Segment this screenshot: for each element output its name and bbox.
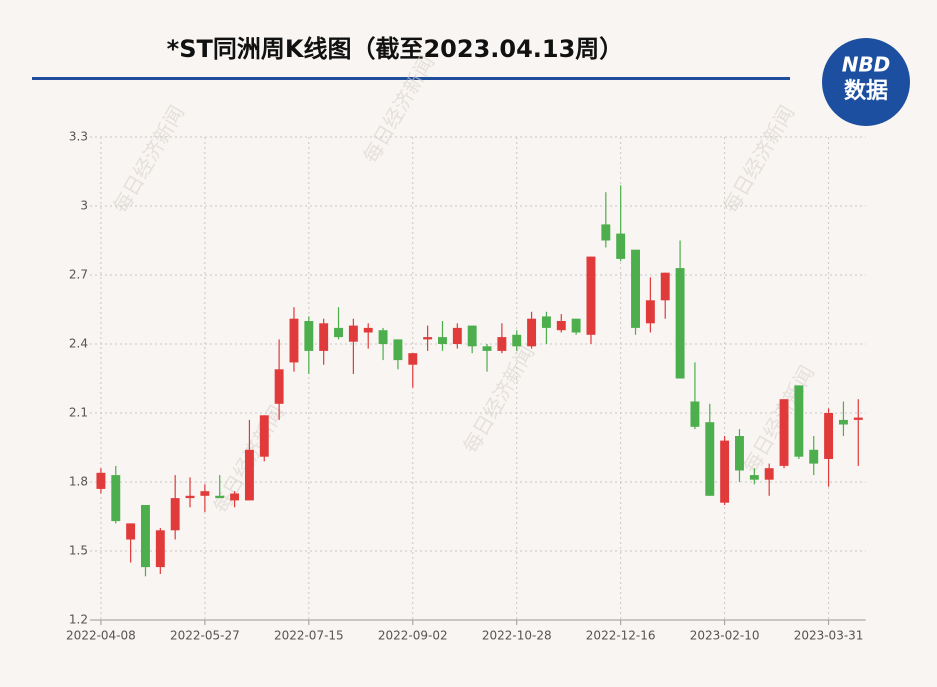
watermark: 每日经济新闻 [358,51,439,167]
candle-body [675,268,685,379]
x-tick-label: 2022-10-28 [482,629,552,643]
candle-body [809,449,819,464]
candle-body [497,337,507,351]
candle-body [363,327,373,333]
candle-body [126,523,136,540]
watermark: 每日经济新闻 [738,361,819,477]
watermark: 每日经济新闻 [458,341,539,457]
logo-text: 数据 [844,78,888,104]
candle-body [141,505,150,568]
y-tick-label: 1.2 [69,613,88,627]
candle-body [631,249,640,328]
candle-body [482,346,492,351]
x-tick-label: 2022-12-16 [586,629,656,643]
candle-body [319,323,329,351]
candle-body [438,337,447,344]
candle-body [200,491,210,496]
watermark: 每日经济新闻 [108,101,189,217]
candle-body [230,493,240,501]
candle-body [423,337,433,340]
candle-body [512,334,522,347]
candle-body [393,339,403,361]
candle-body [289,318,299,363]
candle-body [660,272,670,301]
candle-body [601,224,611,241]
x-tick-label: 2022-04-08 [66,629,136,643]
y-tick-label: 2.4 [69,337,88,351]
candle-body [170,498,180,531]
candle-body [111,475,121,522]
y-tick-label: 3.3 [69,130,88,144]
candle-body [215,495,225,499]
candle-body [244,449,254,501]
logo-badge [822,38,910,126]
candle-body [645,300,655,324]
candle-body [304,321,314,351]
candle-body [334,327,343,338]
logo-text: NBD [842,53,891,77]
candle-body [838,419,848,425]
candle-body [705,422,715,496]
candle-body [274,369,284,404]
candle-body [452,327,462,344]
y-tick-label: 1.5 [69,544,88,558]
candle-body [185,495,195,499]
candle-body [779,399,789,466]
watermark: 每日经济新闻 [718,101,799,217]
x-tick-label: 2023-02-10 [690,629,760,643]
x-tick-label: 2022-05-27 [170,629,240,643]
candle-body [155,530,165,568]
candle-body [853,417,863,420]
candle-body [735,436,744,471]
candle-body [824,413,834,459]
y-tick-label: 2.1 [69,406,88,420]
candle-body [259,415,269,457]
candle-body [348,325,358,342]
chart-title: *ST同洲周K线图（截至2023.04.13周） [167,35,624,63]
title-underline [32,77,790,80]
x-tick-label: 2022-07-15 [274,629,344,643]
y-tick-label: 3 [80,199,88,213]
x-tick-label: 2023-03-31 [794,629,864,643]
candle-body [527,318,537,347]
candle-body [616,233,626,259]
candle-body [541,316,551,328]
y-tick-label: 1.8 [69,475,88,489]
candle-body [764,468,774,480]
candle-body [408,353,418,365]
candle-body [794,385,804,457]
candle-body [96,472,106,489]
candle-body [467,325,477,347]
candle-body [749,475,759,480]
x-tick-label: 2022-09-02 [378,629,448,643]
candle-body [720,440,730,503]
candle-body [586,256,596,335]
candle-body [690,401,700,427]
y-tick-label: 2.7 [69,268,88,282]
candle-body [556,321,566,331]
candle-body [378,330,388,344]
candle-body [571,318,581,333]
